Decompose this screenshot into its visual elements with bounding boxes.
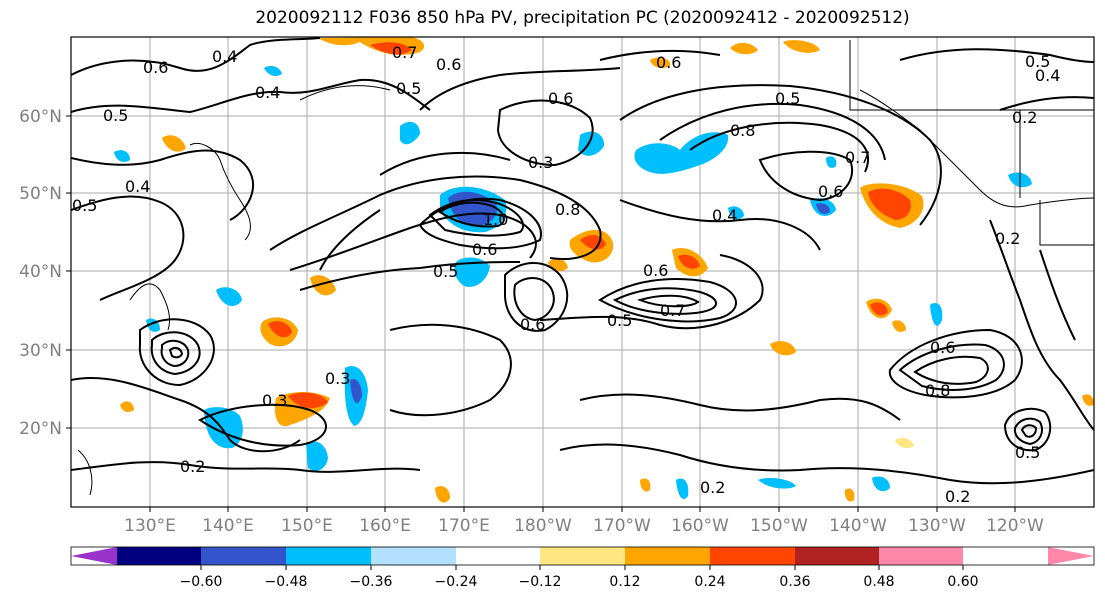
contour-label: 0.6 <box>143 58 168 77</box>
contour-label: 0.4 <box>255 83 280 102</box>
lon-label: 140°E <box>202 516 254 536</box>
colorbar-tick-label: 0.36 <box>779 574 810 590</box>
map-frame <box>70 36 1095 508</box>
lat-label: 60°N <box>19 107 62 127</box>
contour-label: 0.6 <box>520 315 545 334</box>
colorbar-swatch <box>540 547 625 565</box>
colorbar-swatch <box>795 547 879 565</box>
contour-label: 0.2 <box>995 229 1020 248</box>
contour-label: 0.7 <box>392 43 417 62</box>
contour-label: 0.6 <box>656 53 681 72</box>
contour-label: 0.4 <box>1035 66 1060 85</box>
colorbar-tick-label: −0.48 <box>265 574 308 590</box>
lon-label: 120°W <box>986 516 1044 536</box>
colorbar-tick-label: −0.12 <box>519 574 562 590</box>
contour-label: 0.8 <box>925 381 950 400</box>
colorbar-swatch <box>456 547 540 565</box>
lon-label: 180°W <box>514 516 572 536</box>
contour-label: 0.6 <box>818 182 843 201</box>
contour-label: 0.5 <box>72 196 97 215</box>
contour-label: 0.5 <box>1015 443 1040 462</box>
lat-label: 40°N <box>19 262 62 282</box>
colorbar-swatch <box>710 547 795 565</box>
pv-contours <box>71 37 1094 485</box>
contour-label: 0.6 <box>930 338 955 357</box>
lat-label: 20°N <box>19 419 62 439</box>
contour-label: 0.6 <box>436 55 461 74</box>
colorbar-tick-label: −0.36 <box>350 574 393 590</box>
colorbar-swatch <box>201 547 286 565</box>
lon-label: 160°E <box>359 516 411 536</box>
contour-label: 0.6 <box>643 261 668 280</box>
colorbar-tick-label: 0.48 <box>863 574 894 590</box>
lon-label: 150°E <box>281 516 333 536</box>
lon-label: 160°W <box>671 516 729 536</box>
chart-title: 2020092112 F036 850 hPa PV, precipitatio… <box>255 8 910 28</box>
lon-label: 150°W <box>750 516 808 536</box>
colorbar-tick-label: 0.24 <box>694 574 725 590</box>
contour-label: 0.3 <box>262 391 287 410</box>
colorbar-swatch <box>879 547 963 565</box>
colorbar-swatch <box>371 547 456 565</box>
contour-label: 0.5 <box>433 262 458 281</box>
contour-label: 0.5 <box>396 79 421 98</box>
contour-label: 0.4 <box>212 47 237 66</box>
contour-labels: 0.6 0.4 0.7 0.6 0.5 0.4 0.5 0.6 0.3 0.5 … <box>72 43 1060 506</box>
colorbar-min-extend <box>71 547 117 565</box>
contour-label: 0.4 <box>712 206 737 225</box>
contour-label: 0.5 <box>1025 52 1050 71</box>
contour-label: 0.5 <box>103 106 128 125</box>
contour-label: 0.6 <box>548 89 573 108</box>
axis-ticks <box>66 115 1016 512</box>
gridlines <box>71 37 1094 507</box>
contour-label: 0.8 <box>730 121 755 140</box>
contour-label: 0.3 <box>528 153 553 172</box>
latitude-labels: 60°N 50°N 40°N 30°N 20°N <box>19 107 62 439</box>
lon-label: 170°W <box>593 516 651 536</box>
contour-label: 0.5 <box>775 89 800 108</box>
lat-label: 30°N <box>19 341 62 361</box>
contour-label: 0.2 <box>700 478 725 497</box>
colorbar-tick-label: 0.60 <box>947 574 978 590</box>
colorbar-swatch <box>286 547 371 565</box>
colorbar-tick-label: −0.60 <box>180 574 223 590</box>
contour-label: 0.5 <box>607 311 632 330</box>
contour-label: 0.2 <box>180 457 205 476</box>
colorbar-tick-label: 0.12 <box>609 574 640 590</box>
precipitation-shading <box>114 37 1094 503</box>
lon-label: 170°E <box>438 516 490 536</box>
contour-label: 0.2 <box>945 487 970 506</box>
contour-label: 0.7 <box>845 148 870 167</box>
colorbar-max-extend <box>1048 547 1094 565</box>
colorbar-swatch <box>117 547 201 565</box>
colorbar-frame <box>70 546 1095 566</box>
colorbar-tick-label: −0.24 <box>435 574 478 590</box>
lon-label: 130°E <box>124 516 176 536</box>
contour-label: 1.0 <box>483 210 508 229</box>
contour-label: 0.3 <box>325 369 350 388</box>
lon-label: 140°W <box>829 516 887 536</box>
contour-label: 0.4 <box>125 177 150 196</box>
lat-label: 50°N <box>19 184 62 204</box>
longitude-labels: 130°E 140°E 150°E 160°E 170°E 180°W 170°… <box>124 516 1044 536</box>
contour-label: 0.2 <box>1012 108 1037 127</box>
lon-label: 130°W <box>908 516 966 536</box>
colorbar-swatch <box>625 547 710 565</box>
colorbar: −0.60 −0.48 −0.36 −0.24 −0.12 0.12 0.24 0.36 0.4… <box>70 546 1095 590</box>
contour-label: 0.8 <box>555 200 580 219</box>
contour-label: 0.6 <box>472 240 497 259</box>
coastlines <box>77 40 1094 496</box>
contour-label: 0.7 <box>660 301 685 320</box>
